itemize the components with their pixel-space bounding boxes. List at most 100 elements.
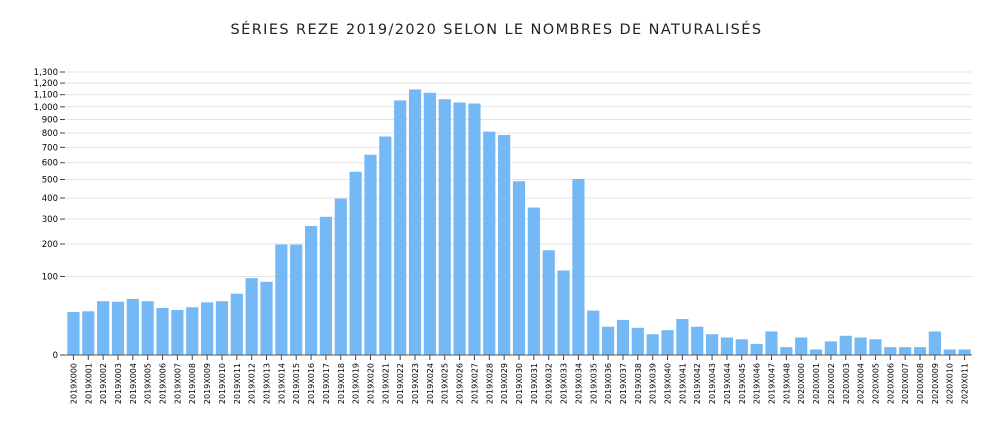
bar (304, 226, 318, 355)
x-tick-label: 2019X017 (322, 363, 331, 404)
bar (646, 334, 659, 355)
x-tick-label: 2019X035 (589, 363, 598, 404)
x-tick-label: 2019X027 (470, 363, 479, 404)
x-tick-label: 2020X002 (827, 363, 836, 404)
x-tick-label: 2019X008 (188, 363, 197, 404)
bar (334, 198, 347, 355)
x-tick-label: 2020X008 (916, 363, 925, 404)
x-tick-label: 2019X020 (366, 363, 375, 404)
x-tick-label: 2019X006 (159, 363, 168, 404)
x-tick-label: 2020X007 (901, 363, 910, 404)
bar (943, 349, 956, 355)
bar (111, 301, 125, 355)
bar (141, 301, 154, 355)
x-tick-label: 2019X038 (634, 363, 643, 404)
bar (82, 311, 95, 355)
x-tick-label: 2019X032 (545, 363, 554, 404)
x-tick-label: 2019X016 (307, 363, 316, 404)
x-tick-label: 2019X025 (441, 363, 450, 404)
x-tick-label: 2019X029 (500, 363, 509, 404)
bar (750, 343, 763, 355)
bar (453, 102, 466, 356)
x-tick-label: 2020X011 (961, 363, 970, 404)
bar (795, 337, 808, 355)
x-tick-label: 2019X015 (292, 363, 301, 404)
x-tick-label: 2019X003 (114, 363, 123, 404)
bar (364, 154, 377, 355)
bar (230, 293, 243, 355)
bar (97, 301, 110, 355)
bar (483, 131, 496, 355)
x-tick-label: 2019X012 (248, 363, 257, 404)
x-tick-label: 2019X048 (782, 363, 791, 404)
bar (438, 99, 451, 355)
bar (408, 89, 422, 355)
y-tick-label: 400 (42, 194, 58, 204)
x-tick-label: 2019X007 (173, 363, 182, 404)
bar (201, 302, 214, 355)
x-tick-label: 2019X046 (753, 363, 762, 404)
x-tick-label: 2019X002 (99, 363, 108, 404)
x-tick-label: 2019X013 (263, 363, 272, 404)
x-tick-label: 2020X009 (931, 363, 940, 404)
y-tick-label: 0 (53, 351, 58, 361)
bar (572, 178, 585, 355)
bar (705, 334, 719, 355)
x-tick-label: 2019X043 (708, 363, 717, 404)
x-tick-label: 2019X044 (723, 363, 732, 404)
x-tick-label: 2019X011 (233, 363, 242, 404)
bar (780, 347, 793, 355)
bar (928, 331, 941, 355)
bar (854, 337, 867, 355)
y-axis: 0 100 200 300 400 500 600 700 800 900 1,000 1,100 1,… (34, 68, 65, 361)
bar (186, 307, 199, 355)
bar (156, 307, 169, 355)
bar (691, 326, 704, 355)
x-tick-label: 2020X005 (871, 363, 880, 404)
bar (379, 136, 392, 355)
x-tick-label: 2019X047 (767, 363, 776, 404)
x-tick-label: 2019X041 (678, 363, 687, 404)
x-tick-label: 2019X028 (485, 363, 494, 404)
x-tick-label: 2019X031 (530, 363, 539, 404)
bar (602, 326, 615, 355)
bar (245, 278, 258, 355)
bar (290, 244, 303, 355)
x-tick-label: 2019X018 (337, 363, 346, 404)
bar (824, 341, 837, 355)
x-tick-label: 2019X009 (203, 363, 212, 404)
y-tick-label: 500 (42, 175, 58, 185)
x-tick-label: 2019X026 (456, 363, 465, 404)
x-tick-label: 2019X033 (560, 363, 569, 404)
x-tick-label: 2019X021 (381, 363, 390, 404)
y-tick-label: 1,000 (34, 103, 58, 113)
x-tick-label: 2019X019 (352, 363, 361, 404)
x-tick-label: 2019X034 (574, 363, 583, 404)
bar (616, 319, 630, 355)
bar (512, 181, 526, 355)
x-tick-label: 2020X010 (946, 363, 955, 404)
x-tick-label: 2020X001 (812, 363, 821, 404)
x-tick-label: 2019X023 (411, 363, 420, 404)
x-tick-label: 2020X000 (797, 363, 806, 404)
y-tick-label: 700 (42, 143, 58, 153)
x-tick-label: 2020X004 (857, 363, 866, 404)
bar (899, 347, 912, 355)
x-tick-label: 2019X036 (604, 363, 613, 404)
x-tick-label: 2019X022 (396, 363, 405, 404)
y-tick-label: 100 (42, 273, 58, 283)
x-tick-label: 2019X042 (693, 363, 702, 404)
bar (631, 327, 644, 355)
bar (884, 347, 897, 355)
y-tick-label: 200 (42, 240, 58, 250)
bar (676, 319, 689, 355)
y-tick-label: 800 (42, 129, 58, 139)
bar (542, 250, 555, 355)
x-tick-label: 2020X006 (886, 363, 895, 404)
x-tick-label: 2019X004 (129, 363, 138, 404)
y-tick-label: 900 (42, 116, 58, 126)
bar (839, 335, 852, 355)
bar (319, 216, 333, 355)
y-tick-label: 1,100 (34, 91, 58, 101)
